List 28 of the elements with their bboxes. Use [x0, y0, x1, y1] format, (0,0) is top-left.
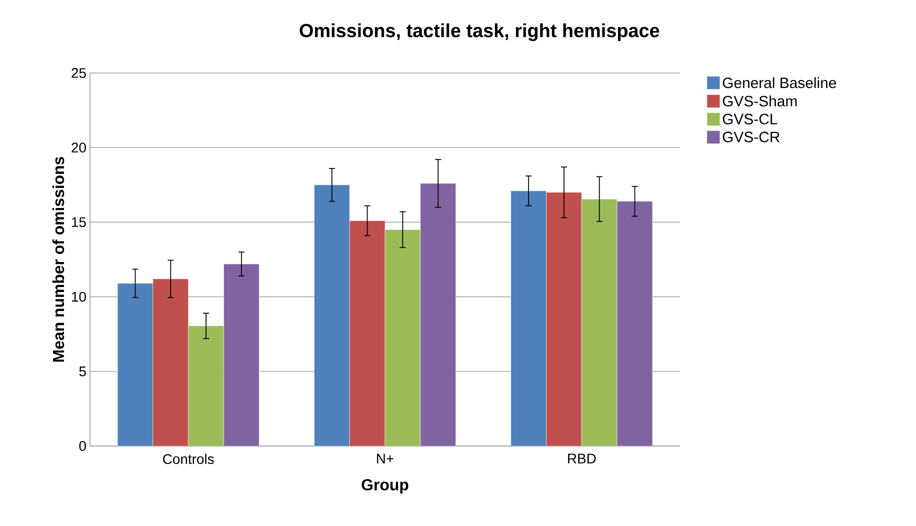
y-tick-label: 15: [72, 217, 86, 228]
legend-label: GVS-CR: [722, 132, 780, 142]
bar: [420, 183, 456, 446]
bar: [349, 220, 386, 446]
bar: [384, 230, 421, 446]
bar: [152, 278, 188, 446]
bar: [117, 283, 154, 446]
x-axis-title: Group: [362, 479, 408, 494]
y-tick-label: 0: [79, 441, 86, 451]
bar: [582, 198, 618, 446]
bar: [314, 184, 350, 446]
chart-title: Omissions, tactile task, right hemispace: [300, 23, 660, 42]
y-tick-label: 5: [79, 366, 86, 376]
x-tick-label: RBD: [568, 454, 596, 464]
x-tick-label: Controls: [163, 454, 214, 464]
bar: [188, 326, 224, 446]
legend-label: GVS-CL: [722, 114, 778, 124]
y-tick-label: 20: [72, 142, 86, 153]
y-axis-title: Mean number of omissions: [52, 156, 64, 362]
legend-label: GVS-Sham: [722, 95, 797, 106]
x-tick-label: N+: [377, 454, 394, 464]
bar: [616, 201, 653, 446]
bar: [546, 192, 582, 446]
bar: [224, 264, 260, 446]
legend-label: General Baseline: [722, 77, 836, 88]
bar: [510, 190, 546, 446]
y-tick-label: 10: [72, 292, 86, 302]
y-tick-label: 25: [72, 68, 86, 78]
